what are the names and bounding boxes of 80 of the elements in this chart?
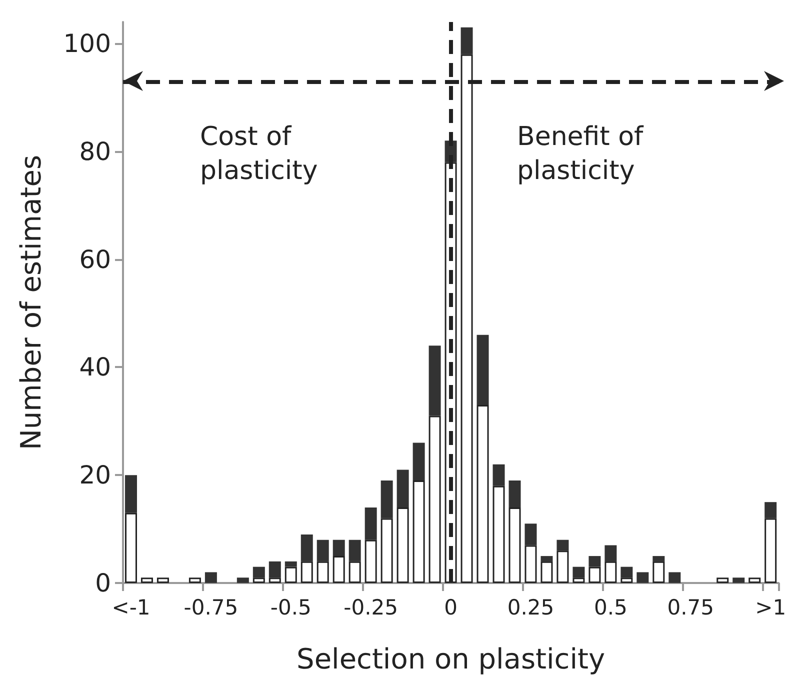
bar bbox=[652, 556, 665, 562]
x-tick-label: 0 bbox=[444, 596, 458, 620]
bar bbox=[748, 578, 761, 583]
bar bbox=[604, 545, 617, 562]
bar bbox=[252, 578, 265, 583]
x-tick-label: 0.75 bbox=[667, 596, 714, 620]
bar bbox=[300, 561, 313, 583]
y-tick-label: 0 bbox=[95, 568, 111, 598]
x-tick-label: <-1 bbox=[112, 596, 150, 620]
x-tick-label: 0.5 bbox=[594, 596, 628, 620]
bar bbox=[508, 480, 521, 508]
bar bbox=[252, 566, 265, 578]
bar bbox=[764, 502, 777, 518]
bar bbox=[284, 561, 297, 567]
bar bbox=[316, 540, 329, 562]
bar bbox=[588, 566, 601, 583]
bar bbox=[332, 540, 345, 556]
bar bbox=[668, 572, 681, 583]
x-tick-label: -0.5 bbox=[270, 596, 312, 620]
x-tick-label: -0.25 bbox=[344, 596, 398, 620]
bar bbox=[524, 524, 537, 546]
y-tick-label: 20 bbox=[79, 460, 111, 490]
bar bbox=[332, 556, 345, 583]
bar bbox=[588, 556, 601, 567]
bar bbox=[540, 561, 553, 583]
y-tick-label: 100 bbox=[63, 29, 111, 58]
bar bbox=[140, 578, 153, 583]
annotation: Benefit of plasticity bbox=[517, 122, 652, 186]
bar bbox=[396, 470, 409, 508]
bar bbox=[428, 346, 441, 416]
bar bbox=[380, 480, 393, 518]
bar bbox=[268, 561, 281, 578]
bar bbox=[125, 475, 137, 513]
bar bbox=[492, 464, 505, 486]
bar bbox=[396, 507, 409, 583]
bar bbox=[556, 550, 569, 583]
bar bbox=[652, 561, 665, 583]
bar bbox=[284, 566, 297, 583]
bar bbox=[476, 404, 489, 583]
bar bbox=[412, 480, 425, 583]
bar bbox=[188, 578, 201, 583]
bar bbox=[204, 572, 217, 583]
bar bbox=[604, 561, 617, 583]
bar bbox=[764, 518, 777, 583]
x-tick-label: >1 bbox=[755, 596, 786, 620]
x-tick-label: 0.25 bbox=[507, 596, 554, 620]
bar bbox=[428, 416, 441, 583]
bar bbox=[412, 442, 425, 481]
bar bbox=[125, 512, 137, 583]
bar bbox=[364, 540, 377, 583]
bar bbox=[460, 27, 473, 54]
bar bbox=[524, 545, 537, 583]
bar bbox=[300, 534, 313, 562]
y-axis-title: Number of estimates bbox=[14, 154, 48, 450]
bar bbox=[476, 334, 489, 405]
bar bbox=[348, 540, 361, 562]
bar bbox=[492, 486, 505, 583]
x-axis-title: Selection on plasticity bbox=[296, 642, 606, 676]
bar bbox=[732, 578, 745, 583]
bar bbox=[540, 556, 553, 562]
bar bbox=[380, 518, 393, 583]
y-tick-label: 60 bbox=[79, 244, 111, 274]
bar bbox=[572, 566, 585, 578]
bar bbox=[572, 578, 585, 583]
x-tick-label: -0.75 bbox=[184, 596, 238, 620]
bar bbox=[364, 507, 377, 540]
bar bbox=[636, 572, 649, 583]
y-tick-label: 80 bbox=[79, 136, 111, 166]
annotation: Cost of plasticity bbox=[200, 122, 318, 186]
bar bbox=[620, 578, 633, 583]
bar bbox=[556, 540, 569, 551]
bar bbox=[508, 507, 521, 583]
bar bbox=[236, 578, 249, 583]
bar bbox=[156, 578, 169, 583]
bar bbox=[268, 578, 281, 583]
bar bbox=[316, 561, 329, 583]
bar bbox=[620, 566, 633, 578]
bar bbox=[716, 578, 729, 583]
y-tick-label: 40 bbox=[79, 352, 111, 382]
bar bbox=[348, 561, 361, 583]
